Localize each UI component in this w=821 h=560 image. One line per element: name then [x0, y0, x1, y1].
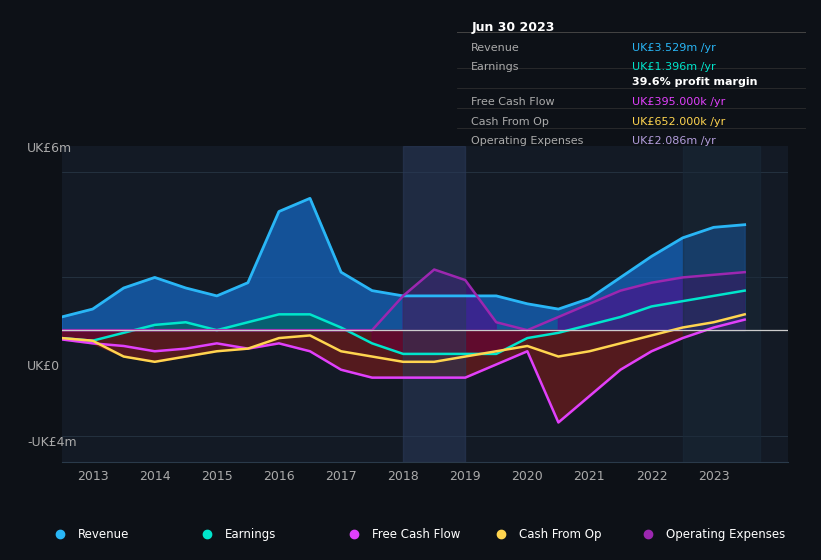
Text: Operating Expenses: Operating Expenses: [471, 136, 584, 146]
Text: UK£1.396m /yr: UK£1.396m /yr: [632, 62, 715, 72]
Text: Cash From Op: Cash From Op: [519, 528, 602, 541]
Text: -UK£4m: -UK£4m: [27, 436, 76, 449]
Text: UK£395.000k /yr: UK£395.000k /yr: [632, 97, 725, 108]
Text: Jun 30 2023: Jun 30 2023: [471, 21, 555, 34]
Text: Operating Expenses: Operating Expenses: [666, 528, 786, 541]
Text: UK£2.086m /yr: UK£2.086m /yr: [632, 136, 716, 146]
Text: Earnings: Earnings: [225, 528, 277, 541]
Text: UK£3.529m /yr: UK£3.529m /yr: [632, 43, 716, 53]
Text: Free Cash Flow: Free Cash Flow: [471, 97, 555, 108]
Text: Cash From Op: Cash From Op: [471, 116, 549, 127]
Text: UK£6m: UK£6m: [27, 142, 72, 155]
Text: 39.6% profit margin: 39.6% profit margin: [632, 77, 757, 87]
Text: Revenue: Revenue: [471, 43, 520, 53]
Text: Revenue: Revenue: [78, 528, 130, 541]
Text: Earnings: Earnings: [471, 62, 520, 72]
Bar: [682, 146, 760, 462]
Text: UK£0: UK£0: [27, 360, 60, 374]
Text: Free Cash Flow: Free Cash Flow: [372, 528, 461, 541]
Text: UK£652.000k /yr: UK£652.000k /yr: [632, 116, 725, 127]
Bar: [403, 146, 466, 462]
